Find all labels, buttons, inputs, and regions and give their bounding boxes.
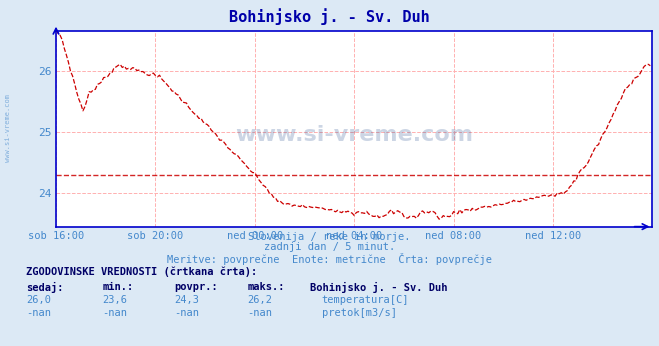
Text: pretok[m3/s]: pretok[m3/s] [322,308,397,318]
Text: Bohinjsko j. - Sv. Duh: Bohinjsko j. - Sv. Duh [229,9,430,26]
Text: Meritve: povprečne  Enote: metrične  Črta: povprečje: Meritve: povprečne Enote: metrične Črta:… [167,253,492,265]
Text: Bohinjsko j. - Sv. Duh: Bohinjsko j. - Sv. Duh [310,282,447,293]
Text: www.si-vreme.com: www.si-vreme.com [235,125,473,145]
Text: zadnji dan / 5 minut.: zadnji dan / 5 minut. [264,242,395,252]
Text: www.si-vreme.com: www.si-vreme.com [5,94,11,162]
Text: Slovenija / reke in morje.: Slovenija / reke in morje. [248,232,411,242]
Text: -nan: -nan [102,308,127,318]
Text: sedaj:: sedaj: [26,282,64,293]
Text: -nan: -nan [247,308,272,318]
Text: -nan: -nan [175,308,200,318]
Text: temperatura[C]: temperatura[C] [322,295,409,305]
Text: min.:: min.: [102,282,133,292]
Text: 26,2: 26,2 [247,295,272,305]
Text: 26,0: 26,0 [26,295,51,305]
Text: -nan: -nan [26,308,51,318]
Text: maks.:: maks.: [247,282,285,292]
Text: 24,3: 24,3 [175,295,200,305]
Text: ZGODOVINSKE VREDNOSTI (črtkana črta):: ZGODOVINSKE VREDNOSTI (črtkana črta): [26,266,258,277]
Text: povpr.:: povpr.: [175,282,218,292]
Text: 23,6: 23,6 [102,295,127,305]
